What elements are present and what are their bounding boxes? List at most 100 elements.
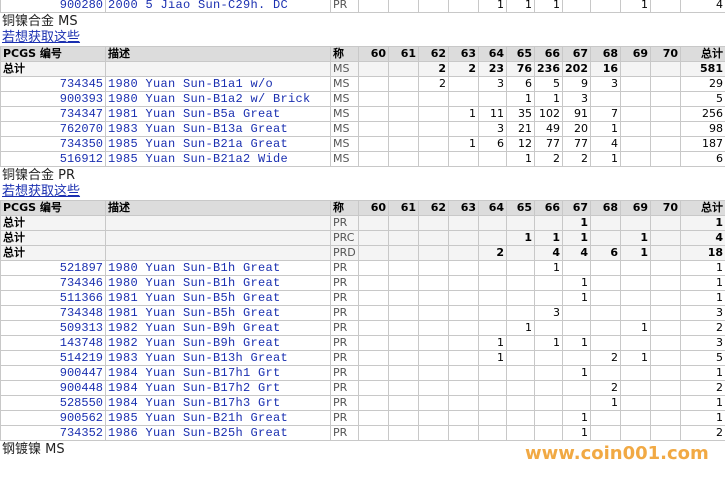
description[interactable]: 1980 Yuan Sun-B1h Great — [105, 260, 331, 276]
description[interactable]: 2000 5 Jiao Sun-C29h. DC — [105, 0, 331, 13]
count-cell: 3 — [534, 305, 563, 321]
empty-cell — [506, 305, 535, 321]
column-header: 66 — [534, 46, 563, 62]
empty-cell — [478, 151, 507, 167]
section-heading: 钢镀镍 MS — [2, 442, 65, 457]
description[interactable]: 1984 Yuan Sun-B17h2 Grt — [105, 380, 331, 396]
description[interactable]: 1983 Yuan Sun-B13h Great — [105, 350, 331, 366]
total-label: 总计 — [0, 230, 106, 246]
description[interactable]: 1981 Yuan Sun-B5a Great — [105, 106, 331, 122]
empty-cell — [650, 151, 681, 167]
count-cell: 7 — [590, 106, 621, 122]
empty-cell — [620, 290, 651, 306]
pcgs-number[interactable]: 900393 — [0, 91, 106, 107]
coin-row: 900280 2000 5 Jiao Sun-C29h. DC PR 1 1 1 1 4 — [0, 0, 725, 13]
grade-type: PRC — [330, 230, 359, 246]
pcgs-number[interactable]: 762070 — [0, 121, 106, 137]
count-cell: 1 — [448, 106, 479, 122]
empty-cell — [418, 320, 449, 336]
row-total: 1 — [680, 395, 725, 411]
grade-type: PRD — [330, 245, 359, 261]
column-header: 称 — [330, 200, 359, 216]
total-label: 总计 — [0, 61, 106, 77]
pcgs-number[interactable]: 900562 — [0, 410, 106, 426]
empty-cell — [448, 245, 479, 261]
pcgs-number[interactable]: 900448 — [0, 380, 106, 396]
count-cell: 1 — [590, 395, 621, 411]
description[interactable]: 1980 Yuan Sun-B1a1 w/o — [105, 76, 331, 92]
empty-cell — [534, 320, 563, 336]
description[interactable]: 1985 Yuan Sun-B21a2 Wide — [105, 151, 331, 167]
count-cell: 1 — [506, 0, 535, 13]
empty-cell — [448, 350, 479, 366]
row-total: 5 — [680, 350, 725, 366]
info-link[interactable]: 若想获取这些 — [2, 30, 81, 45]
description[interactable]: 1985 Yuan Sun-B21h Great — [105, 410, 331, 426]
description[interactable]: 1984 Yuan Sun-B17h3 Grt — [105, 395, 331, 411]
pcgs-number[interactable]: 900447 — [0, 365, 106, 381]
empty-cell — [358, 350, 389, 366]
description[interactable]: 1981 Yuan Sun-B5h Great — [105, 305, 331, 321]
empty-cell — [418, 91, 449, 107]
count-cell: 1 — [620, 230, 651, 246]
empty-cell — [620, 106, 651, 122]
description[interactable]: 1980 Yuan Sun-B1a2 w/ Brick — [105, 91, 331, 107]
header-row: PCGS 编号 描述称 60 61 62 63 64 65 66 67 68 69 70 总计 — [0, 46, 725, 62]
description[interactable]: 1980 Yuan Sun-B1h Great — [105, 275, 331, 291]
pcgs-number[interactable]: 143748 — [0, 335, 106, 351]
info-link[interactable]: 若想获取这些 — [2, 184, 81, 199]
pcgs-number[interactable]: 734346 — [0, 275, 106, 291]
empty-cell — [590, 290, 621, 306]
empty-cell — [620, 260, 651, 276]
empty-cell — [358, 365, 389, 381]
pcgs-number[interactable]: 734348 — [0, 305, 106, 321]
pcgs-number[interactable]: 521897 — [0, 260, 106, 276]
empty-cell — [620, 136, 651, 152]
pcgs-number[interactable]: 514219 — [0, 350, 106, 366]
pcgs-number[interactable]: 511366 — [0, 290, 106, 306]
description[interactable]: 1982 Yuan Sun-B9h Great — [105, 320, 331, 336]
empty-cell — [418, 335, 449, 351]
total-row: 总计 PRD 2 4 4 6 1 18 — [0, 245, 725, 261]
empty-cell — [358, 61, 389, 77]
description[interactable]: 1982 Yuan Sun-B9h Great — [105, 335, 331, 351]
coin-row: 511366 1981 Yuan Sun-B5h Great PR 1 1 — [0, 290, 725, 306]
pcgs-number[interactable]: 900280 — [0, 0, 106, 13]
empty-cell — [418, 425, 449, 441]
description[interactable]: 1984 Yuan Sun-B17h1 Grt — [105, 365, 331, 381]
grade-type: PR — [330, 395, 359, 411]
empty-cell — [650, 290, 681, 306]
empty-cell — [448, 380, 479, 396]
empty-cell — [448, 305, 479, 321]
grade-type: PR — [330, 410, 359, 426]
count-cell: 1 — [534, 0, 563, 13]
description[interactable]: 1986 Yuan Sun-B25h Great — [105, 425, 331, 441]
column-header: 描述 — [105, 46, 331, 62]
row-total: 256 — [680, 106, 725, 122]
empty-cell — [358, 151, 389, 167]
empty-cell — [418, 136, 449, 152]
empty-cell — [590, 230, 621, 246]
empty-cell — [388, 410, 419, 426]
empty-cell — [388, 350, 419, 366]
pcgs-number[interactable]: 734352 — [0, 425, 106, 441]
grade-type: PR — [330, 215, 359, 231]
count-cell: 1 — [562, 335, 591, 351]
count-cell: 1 — [506, 91, 535, 107]
pcgs-number[interactable]: 509313 — [0, 320, 106, 336]
pcgs-number[interactable]: 734345 — [0, 76, 106, 92]
description[interactable]: 1981 Yuan Sun-B5h Great — [105, 290, 331, 306]
pcgs-number[interactable]: 734347 — [0, 106, 106, 122]
count-cell: 1 — [534, 91, 563, 107]
count-cell: 1 — [620, 350, 651, 366]
pcgs-number[interactable]: 734350 — [0, 136, 106, 152]
coin-row: 143748 1982 Yuan Sun-B9h Great PR 1 1 1 3 — [0, 335, 725, 351]
grade-type: PR — [330, 380, 359, 396]
pcgs-number[interactable]: 528550 — [0, 395, 106, 411]
pcgs-number[interactable]: 516912 — [0, 151, 106, 167]
description[interactable]: 1985 Yuan Sun-B21a Great — [105, 136, 331, 152]
count-cell: 1 — [620, 320, 651, 336]
empty-cell — [388, 260, 419, 276]
description[interactable]: 1983 Yuan Sun-B13a Great — [105, 121, 331, 137]
coin-row: 762070 1983 Yuan Sun-B13a Great MS 3 21 49 20 1… — [0, 121, 725, 137]
